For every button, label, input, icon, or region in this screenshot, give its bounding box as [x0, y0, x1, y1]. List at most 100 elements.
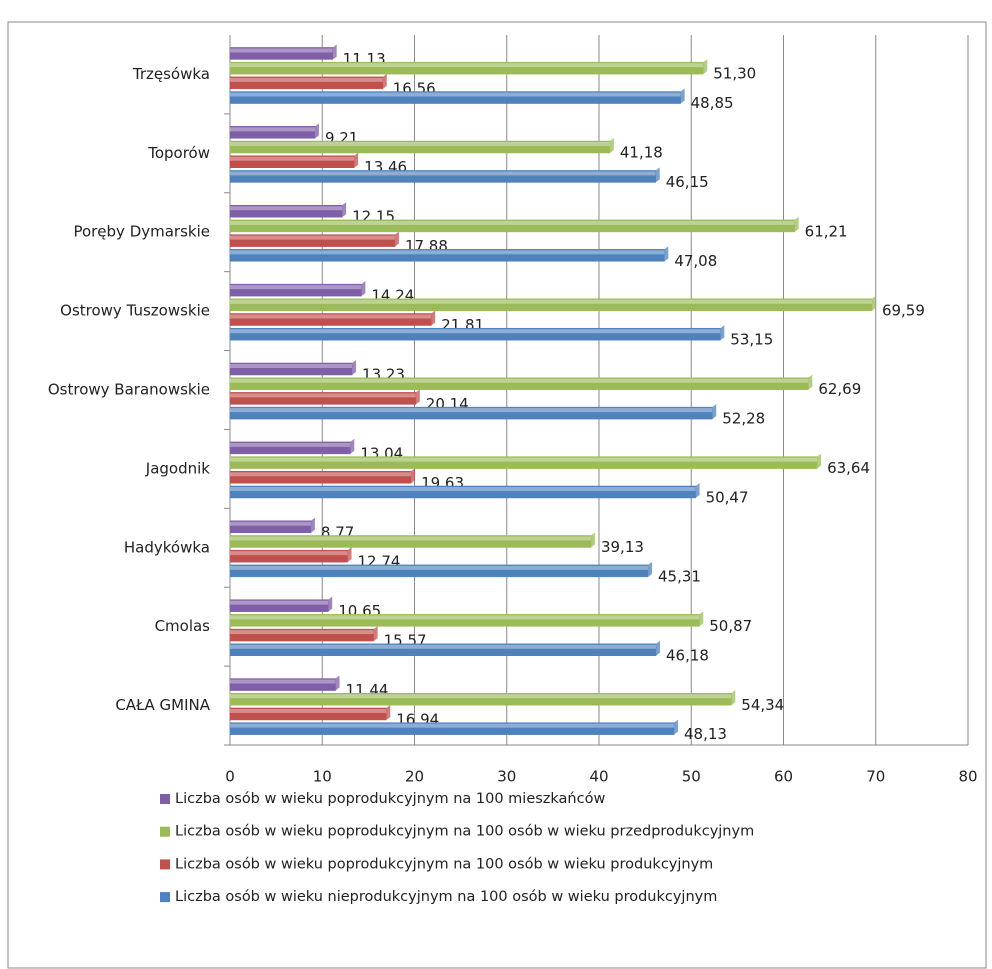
bar-highlight: [230, 314, 432, 319]
x-tick-label: 40: [589, 768, 608, 786]
data-label: 63,64: [827, 459, 870, 477]
y-tick-label: Jagodnik: [145, 459, 211, 477]
bar-highlight: [230, 694, 732, 699]
bar-highlight: [230, 378, 809, 383]
legend-swatch: [160, 859, 170, 870]
bar-highlight: [230, 206, 343, 211]
bar-highlight: [230, 285, 362, 290]
bar-highlight: [230, 442, 351, 447]
bar-highlight: [230, 142, 610, 147]
bar-cap: [361, 281, 366, 297]
x-tick-label: 0: [225, 768, 235, 786]
bar-highlight: [230, 127, 315, 132]
bar-cap: [673, 719, 678, 735]
bar-highlight: [230, 171, 656, 176]
bar-cap: [382, 73, 387, 89]
bar-highlight: [230, 536, 591, 541]
data-label: 45,31: [658, 567, 701, 585]
y-tick-label: Trzęsówka: [132, 65, 210, 83]
bar: [229, 707, 387, 721]
bar-highlight: [230, 679, 336, 684]
bar-cap: [335, 675, 340, 691]
bar-cap: [731, 690, 736, 706]
bar-cap: [347, 547, 352, 563]
bar-highlight: [230, 486, 696, 491]
bar-highlight: [230, 156, 355, 161]
legend-label: Liczba osób w wieku poprodukcyjnym na 10…: [175, 824, 754, 840]
bar-highlight: [230, 630, 374, 635]
bar-cap: [808, 374, 813, 390]
bar-cap: [332, 44, 337, 60]
bar-cap: [354, 152, 359, 168]
bar: [229, 327, 721, 341]
x-tick-label: 80: [958, 768, 977, 786]
bar-highlight: [230, 408, 713, 413]
bar-highlight: [230, 220, 795, 225]
bar-highlight: [230, 364, 353, 368]
bar-cap: [431, 310, 436, 326]
bar: [229, 471, 412, 484]
bar-cap: [871, 295, 876, 311]
y-tick-label: Cmolas: [155, 617, 211, 635]
bar-cap: [328, 596, 333, 612]
x-tick-label: 20: [405, 768, 424, 786]
bar-highlight: [230, 235, 395, 240]
bar-cap: [352, 360, 357, 375]
legend-swatch: [160, 826, 170, 837]
data-label: 53,15: [730, 331, 773, 349]
bar-highlight: [230, 77, 383, 82]
bar-cap: [680, 88, 685, 104]
bar-cap: [350, 438, 355, 454]
y-tick-label: CAŁA GMINA: [115, 696, 210, 714]
bar-cap: [342, 202, 347, 218]
bar-highlight: [230, 521, 311, 526]
x-tick-label: 10: [313, 768, 332, 786]
legend-label: Liczba osób w wieku poprodukcyjnym na 10…: [175, 856, 713, 872]
bar-cap: [394, 231, 399, 247]
bar-highlight: [230, 457, 818, 462]
bar-cap: [695, 482, 700, 498]
data-label: 52,28: [722, 410, 765, 428]
data-label: 48,85: [691, 94, 734, 112]
bar-highlight: [230, 565, 648, 570]
bar-cap: [314, 123, 319, 139]
legend-swatch: [160, 794, 170, 804]
bar-cap: [656, 640, 661, 656]
y-tick-label: Ostrowy Baranowskie: [48, 381, 210, 399]
bar-highlight: [230, 644, 657, 649]
data-label: 69,59: [882, 301, 925, 319]
bar-cap: [699, 611, 704, 627]
x-tick-label: 70: [866, 768, 885, 786]
x-tick-label: 30: [497, 768, 516, 786]
data-label: 47,08: [674, 252, 717, 270]
data-label: 46,18: [666, 646, 709, 664]
bar-cap: [609, 138, 614, 154]
bar-cap: [411, 468, 416, 484]
bar-highlight: [230, 393, 416, 398]
bar-highlight: [230, 63, 704, 68]
bar-cap: [817, 453, 822, 469]
data-label: 41,18: [620, 144, 663, 162]
bar-highlight: [230, 48, 333, 53]
bar-highlight: [230, 472, 412, 477]
data-label: 50,47: [706, 488, 749, 506]
bar-highlight: [230, 723, 674, 728]
bar-highlight: [230, 250, 665, 255]
bar-cap: [647, 561, 652, 577]
data-label: 61,21: [805, 222, 848, 240]
bar-highlight: [230, 615, 700, 620]
x-tick-label: 60: [774, 768, 793, 786]
y-tick-label: Poręby Dymarskie: [73, 223, 210, 241]
data-label: 50,87: [709, 617, 752, 635]
bar-cap: [720, 325, 725, 341]
data-label: 46,15: [666, 173, 709, 191]
bar-highlight: [230, 600, 329, 605]
data-label: 51,30: [713, 65, 756, 83]
legend-swatch: [160, 892, 170, 903]
y-tick-label: Toporów: [147, 144, 210, 162]
bar: [229, 406, 713, 420]
y-tick-label: Hadykówka: [124, 538, 210, 556]
bar-cap: [664, 246, 669, 262]
bar-cap: [794, 216, 799, 232]
